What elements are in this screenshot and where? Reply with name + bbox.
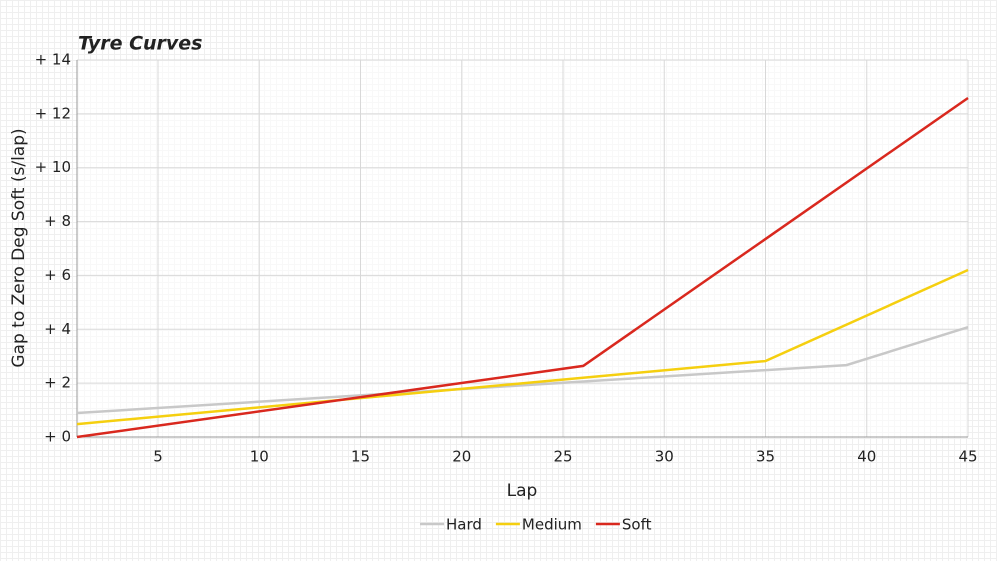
x-tick-label: 10 [250,448,269,466]
y-tick-label: + 14 [35,51,71,69]
line-series [76,325,969,415]
line-series [76,96,969,439]
x-tick-label: 30 [655,448,674,466]
y-tick-label: + 2 [44,374,71,392]
plot-area [77,60,968,437]
x-tick-label: 40 [857,448,876,466]
x-tick-label: 45 [958,448,977,466]
x-tick-label: 20 [452,448,471,466]
y-tick-label: + 4 [44,320,71,338]
y-tick-label: + 10 [35,158,71,176]
x-tick-label: 25 [553,448,572,466]
x-tick-label: 15 [351,448,370,466]
legend-label: Medium [522,516,582,534]
line-series [76,268,969,426]
y-tick-label: + 6 [44,266,71,284]
chart-title: Tyre Curves [78,33,203,55]
x-tick-label: 35 [756,448,775,466]
x-axis-label: Lap [507,481,538,501]
y-tick-label: + 8 [44,212,71,230]
x-tick-label: 5 [153,448,163,466]
legend-label: Hard [446,516,482,534]
legend-label: Soft [622,516,652,534]
y-tick-label: + 12 [35,104,71,122]
y-tick-label: + 0 [44,428,71,446]
y-axis-label: Gap to Zero Deg Soft (s/lap) [9,128,29,367]
